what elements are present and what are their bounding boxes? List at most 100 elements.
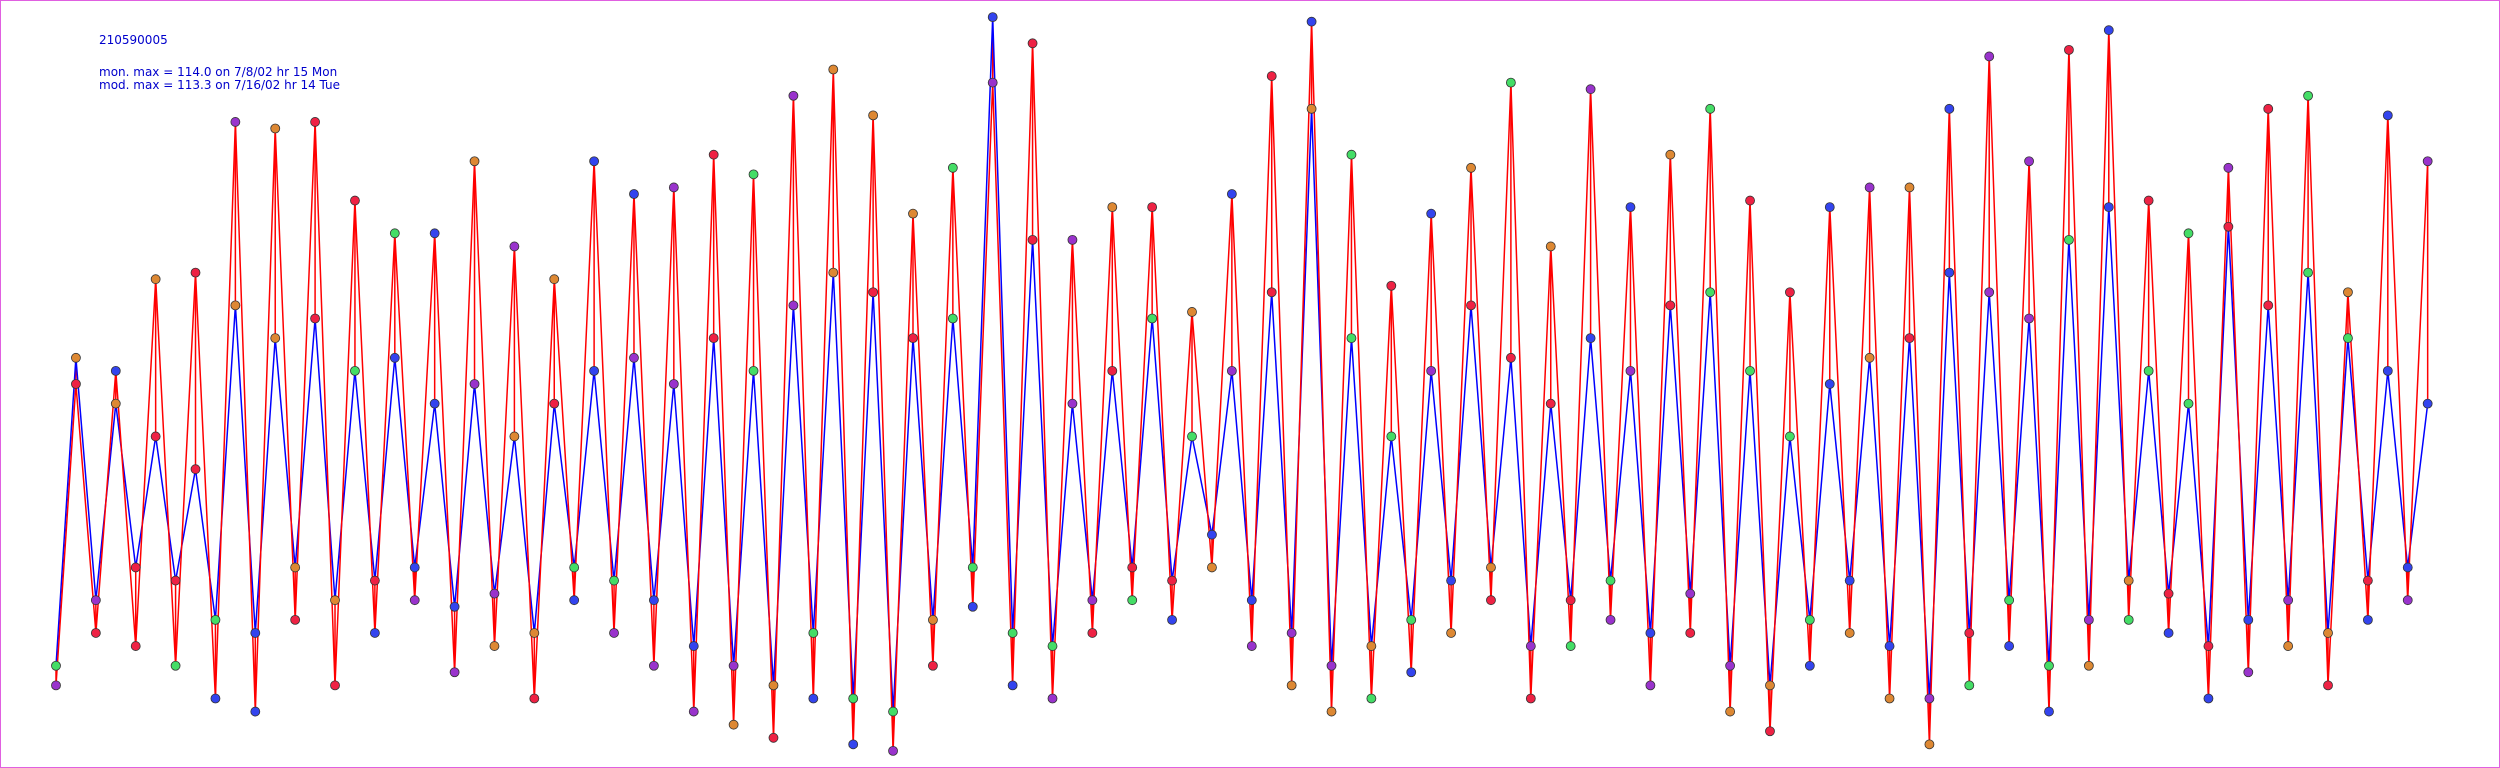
point-marker bbox=[2323, 628, 2333, 638]
point-marker bbox=[1486, 595, 1496, 606]
point-marker bbox=[868, 110, 879, 121]
point-marker bbox=[1984, 51, 1995, 62]
point-marker bbox=[868, 287, 879, 298]
point-marker bbox=[1486, 562, 1496, 573]
point-marker bbox=[1187, 431, 1197, 442]
point-marker bbox=[2044, 706, 2054, 717]
point-marker bbox=[609, 575, 619, 586]
point-marker bbox=[1226, 365, 1237, 376]
point-marker bbox=[2004, 641, 2015, 651]
point-marker bbox=[2243, 667, 2254, 678]
point-marker bbox=[310, 313, 320, 324]
point-marker bbox=[1007, 680, 1018, 691]
point-marker bbox=[2024, 156, 2034, 167]
point-marker bbox=[2183, 228, 2194, 239]
point-marker bbox=[90, 595, 101, 606]
point-marker bbox=[848, 693, 859, 704]
point-marker bbox=[1386, 280, 1397, 291]
point-marker bbox=[90, 628, 101, 638]
point-marker bbox=[1964, 680, 1975, 691]
point-marker bbox=[2203, 641, 2214, 651]
point-marker bbox=[649, 595, 659, 606]
point-marker bbox=[290, 562, 301, 573]
point-marker bbox=[2123, 614, 2134, 625]
point-marker bbox=[569, 562, 580, 573]
point-marker bbox=[1665, 149, 1676, 160]
point-marker bbox=[1884, 641, 1895, 651]
point-marker bbox=[2343, 333, 2353, 344]
point-marker bbox=[449, 601, 460, 612]
point-marker bbox=[828, 267, 839, 278]
point-marker bbox=[1565, 595, 1576, 606]
point-marker bbox=[967, 601, 978, 612]
point-marker bbox=[170, 660, 181, 671]
point-marker bbox=[1645, 680, 1656, 691]
point-marker bbox=[1087, 628, 1098, 638]
point-marker bbox=[688, 706, 699, 717]
point-marker bbox=[1984, 287, 1995, 298]
point-marker bbox=[509, 241, 520, 252]
point-marker bbox=[2402, 562, 2413, 573]
point-marker bbox=[1605, 614, 1616, 625]
point-marker bbox=[2083, 614, 2094, 625]
point-marker bbox=[649, 660, 659, 671]
point-marker bbox=[888, 706, 898, 717]
point-marker bbox=[1505, 352, 1516, 363]
point-marker bbox=[1725, 706, 1736, 717]
point-marker bbox=[967, 562, 978, 573]
point-marker bbox=[1685, 628, 1696, 638]
point-marker bbox=[2183, 398, 2194, 409]
point-marker bbox=[1685, 588, 1696, 599]
point-marker bbox=[1844, 575, 1855, 586]
point-marker bbox=[1127, 595, 1138, 606]
point-marker bbox=[1446, 575, 1456, 586]
point-marker bbox=[1765, 726, 1775, 737]
point-marker bbox=[2163, 628, 2174, 638]
point-marker bbox=[529, 628, 540, 638]
point-marker bbox=[2362, 614, 2373, 625]
point-marker bbox=[1207, 562, 1217, 573]
point-marker bbox=[808, 693, 819, 704]
point-marker bbox=[1107, 365, 1118, 376]
point-marker bbox=[1207, 529, 1217, 540]
point-marker bbox=[2163, 588, 2174, 599]
point-marker bbox=[2382, 365, 2393, 376]
point-marker bbox=[1047, 641, 1058, 651]
point-marker bbox=[1147, 313, 1158, 324]
point-marker bbox=[1525, 693, 1536, 704]
point-marker bbox=[2283, 595, 2294, 606]
point-marker bbox=[2422, 156, 2433, 167]
point-marker bbox=[2422, 398, 2433, 409]
point-marker bbox=[150, 274, 161, 285]
point-marker bbox=[1645, 628, 1656, 638]
point-marker bbox=[728, 660, 739, 671]
point-marker bbox=[1167, 575, 1177, 586]
point-marker bbox=[1087, 595, 1098, 606]
point-marker bbox=[1466, 300, 1476, 311]
point-marker bbox=[1107, 202, 1118, 213]
point-marker bbox=[1804, 614, 1815, 625]
point-marker bbox=[748, 169, 759, 180]
point-marker bbox=[589, 365, 600, 376]
point-marker bbox=[1585, 333, 1596, 344]
point-marker bbox=[589, 156, 600, 167]
point-marker bbox=[150, 431, 161, 442]
point-marker bbox=[1326, 706, 1337, 717]
point-marker bbox=[290, 614, 301, 625]
point-marker bbox=[2044, 660, 2054, 671]
point-marker bbox=[1904, 182, 1915, 193]
point-marker bbox=[110, 398, 121, 409]
point-marker bbox=[1924, 739, 1935, 750]
point-marker bbox=[2343, 287, 2353, 298]
point-marker bbox=[1266, 287, 1277, 298]
point-marker bbox=[708, 333, 719, 344]
point-marker bbox=[987, 12, 998, 23]
point-marker bbox=[51, 660, 61, 671]
point-marker bbox=[688, 641, 699, 651]
point-marker bbox=[2402, 595, 2413, 606]
point-marker bbox=[549, 398, 560, 409]
point-marker bbox=[2362, 575, 2373, 586]
point-marker bbox=[250, 628, 261, 638]
